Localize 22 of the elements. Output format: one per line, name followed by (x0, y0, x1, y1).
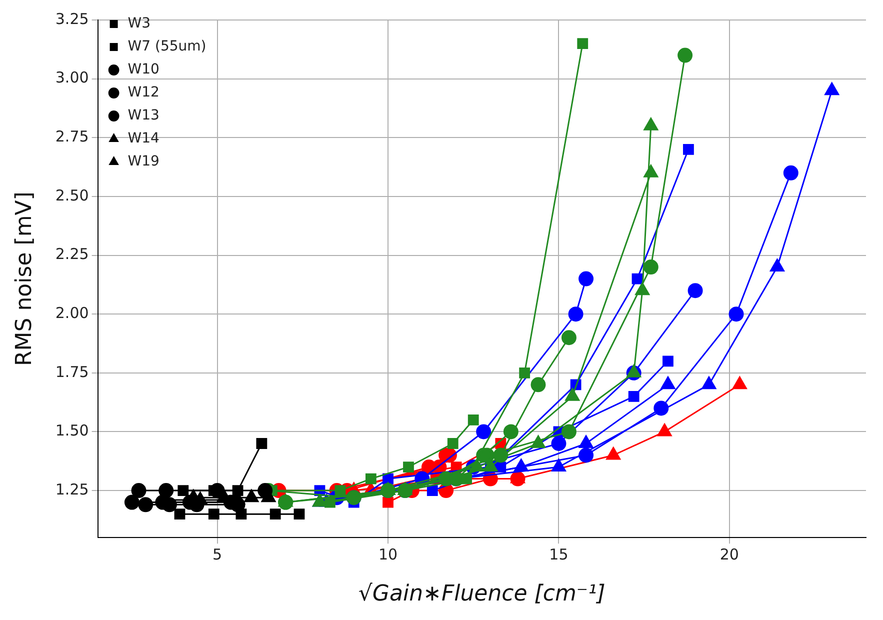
legend-label: W19 (128, 154, 160, 170)
y-tick-label: 2.75 (55, 128, 89, 146)
y-tick-label: 1.25 (55, 480, 89, 498)
x-tick-label: 5 (212, 545, 222, 564)
y-tick-label: 1.50 (55, 422, 89, 440)
y-tick-label: 2.25 (55, 245, 89, 264)
legend-label: W10 (128, 62, 160, 78)
y-tick-label: 3.25 (55, 10, 89, 28)
y-tick-label: 2.00 (55, 304, 89, 322)
x-axis-title: √Gain∗Fluence [cm⁻¹] (358, 582, 606, 607)
legend-label: W14 (128, 130, 160, 147)
y-tick-label: 2.50 (55, 186, 89, 204)
legend-label: W12 (128, 84, 160, 101)
x-tick-label: 15 (549, 545, 568, 564)
legend-label: W7 (55um) (128, 38, 206, 55)
y-tick-label: 1.75 (55, 362, 89, 381)
legend-label: W3 (128, 16, 151, 32)
x-tick-label: 10 (378, 545, 398, 564)
x-tick-label: 20 (720, 545, 739, 564)
y-tick-label: 3.00 (55, 68, 89, 87)
y-axis-title: RMS noise [mV] (12, 192, 37, 366)
legend-label: W13 (128, 108, 160, 124)
